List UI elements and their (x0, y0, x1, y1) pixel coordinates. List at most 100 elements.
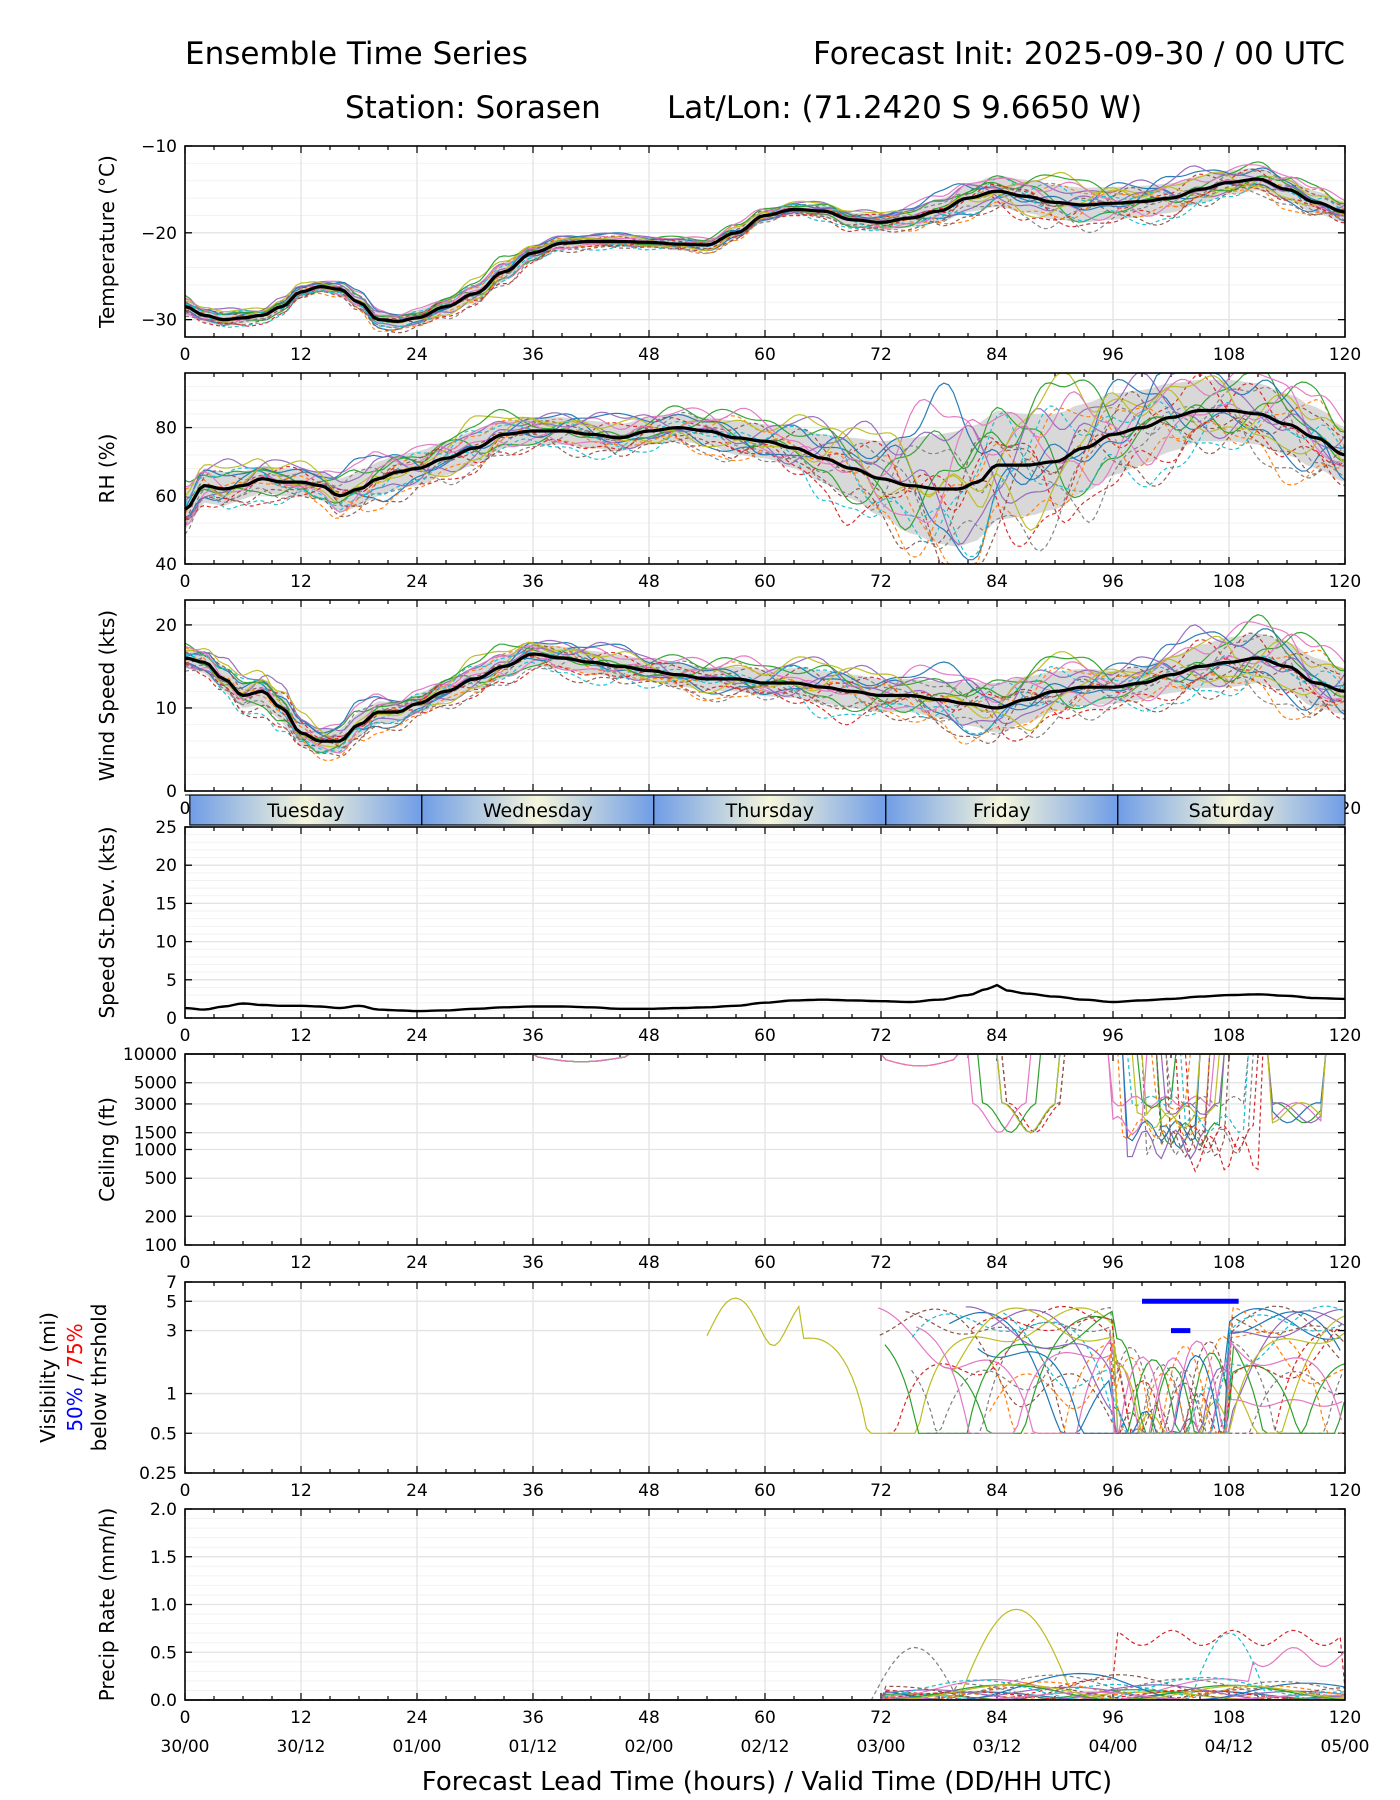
rh-xtick-label: 0 (180, 572, 191, 592)
visibility-member-line (879, 1308, 1345, 1434)
forecast-init: Forecast Init: 2025-09-30 / 00 UTC (813, 36, 1345, 72)
rh-member-line (184, 401, 1346, 543)
visibility-member-line (989, 1331, 1343, 1434)
wind_speed-ytick-label: 0 (166, 782, 177, 802)
ceiling-xtick-label: 96 (1102, 1253, 1124, 1273)
visibility-member-line (911, 1321, 1342, 1434)
precip-xtick-label: 72 (870, 1708, 892, 1728)
speed-stdev-line (184, 983, 1346, 1013)
speed_stdev-frame (184, 826, 1346, 1019)
precip-member-line (185, 1646, 1346, 1701)
ceiling-xtick-label: 72 (870, 1253, 892, 1273)
ceiling-ytick-label: 200 (145, 1207, 177, 1227)
speed_stdev-xtick-label: 96 (1102, 1026, 1124, 1046)
temperature-xtick-label: 120 (1329, 345, 1361, 365)
ceiling-xtick-label: 24 (406, 1253, 428, 1273)
ceiling-xtick-label: 12 (290, 1253, 312, 1273)
precip-member-line (185, 1676, 1346, 1701)
precip-member-line (185, 1632, 1345, 1701)
rh-member-line (184, 385, 1346, 523)
day-band-cell (421, 794, 655, 826)
ceiling-xtick-label: 108 (1213, 1253, 1245, 1273)
temperature-panel: −30 −20 −10 0 12 24 36 48 60 72 84 96 108 120 Temperat… (95, 137, 1361, 365)
temperature-member-line (184, 167, 1346, 325)
visibility-panel: 0.25 0.5 1 3 57 0 12 24 36 48 60 72 84 96 108 120 Visibi… (36, 1273, 1361, 1501)
temperature-xtick-label: 36 (522, 345, 544, 365)
rh-ytick-label: 60 (155, 487, 177, 507)
day-band-cell (189, 794, 423, 826)
visibility-ytick-label: 0.5 (150, 1424, 177, 1444)
wind_speed-member-line (184, 628, 1346, 734)
rh-xtick-label: 12 (290, 572, 312, 592)
temperature-xtick-label: 24 (406, 345, 428, 365)
visibility-xtick-label: 36 (522, 1481, 544, 1501)
precip-ytick-label: 2.0 (150, 1500, 177, 1520)
rh-panel: 40 60 80 0 12 24 36 48 60 72 84 96 108 120 RH (%) (95, 372, 1361, 592)
rh-member-line (184, 400, 1346, 558)
rh-member-line (184, 379, 1346, 531)
precip-xtick-label: 60 (754, 1708, 776, 1728)
valid-time-label: 05/00 (1321, 1737, 1370, 1757)
wind_speed-member-line (184, 639, 1346, 742)
day-band-label: Thursday (725, 800, 814, 822)
rh-ytick-label: 80 (155, 419, 177, 439)
precip-member-line (185, 1689, 1346, 1701)
ceiling-ylabel: Ceiling (ft) (95, 1097, 119, 1202)
temperature-member-line (184, 176, 1346, 322)
speed_stdev-xtick-label: 60 (754, 1026, 776, 1046)
wind_speed-member-line (184, 624, 1346, 732)
rh-mean-line (184, 408, 1346, 511)
valid-time-label: 03/00 (857, 1737, 906, 1757)
ceiling-ytick-label: 5000 (134, 1074, 177, 1094)
valid-time-labels: 30/00 30/12 01/00 01/12 02/00 02/12 03/00 03/12… (161, 1737, 1370, 1757)
precip-member-line (185, 1690, 1346, 1701)
precip-member-line (185, 1629, 1346, 1701)
precip-ytick-label: 0.5 (150, 1643, 177, 1663)
wind-speed-panel: 0102001224364860728496108120Wind Speed (… (95, 599, 1361, 819)
ceiling-xtick-label: 0 (180, 1253, 191, 1273)
visibility-ylabel-threshold: 50% / 75% (63, 1323, 87, 1431)
ceiling-ytick-label: 1500 (134, 1124, 177, 1144)
visibility-xtick-label: 96 (1102, 1481, 1124, 1501)
temperature-xtick-label: 48 (638, 345, 660, 365)
visibility-member-line (1002, 1312, 1342, 1434)
visibility-xtick-label: 84 (986, 1481, 1008, 1501)
rh-member-line (184, 372, 1346, 518)
station-name: Station: Sorasen (345, 90, 601, 126)
ceiling-xtick-label: 120 (1329, 1253, 1361, 1273)
visibility-xtick-label: 60 (754, 1481, 776, 1501)
valid-time-label: 02/00 (625, 1737, 674, 1757)
precip-member-line (185, 1674, 1346, 1701)
valid-time-label: 03/12 (973, 1737, 1022, 1757)
speed_stdev-xtick-label: 0 (180, 1026, 191, 1046)
wind_speed-ytick-label: 10 (155, 699, 177, 719)
ceiling-ytick-label: 100 (145, 1236, 177, 1256)
visibility-xtick-label: 12 (290, 1481, 312, 1501)
day-band-label: Saturday (1189, 800, 1275, 822)
rh-frame (184, 372, 1346, 565)
speed_stdev-ylabel: Speed St.Dev. (kts) (95, 826, 119, 1018)
precip-ytick-label: 0.0 (150, 1691, 177, 1711)
visibility-ytick-label: 5 (166, 1292, 177, 1312)
ceiling-ytick-label: 3000 (134, 1095, 177, 1115)
ceiling-ytick-label: 500 (145, 1169, 177, 1189)
wind_speed-frame (184, 599, 1346, 792)
day-band-label: Tuesday (266, 800, 344, 822)
temperature-xtick-label: 108 (1213, 345, 1245, 365)
visibility-xtick-label: 48 (638, 1481, 660, 1501)
temperature-mean-line (184, 177, 1346, 324)
rh-xtick-label: 96 (1102, 572, 1124, 592)
speed_stdev-ytick-label: 0 (166, 1009, 177, 1029)
precip-xtick-label: 84 (986, 1708, 1008, 1728)
wind_speed-member-line (184, 633, 1346, 754)
visibility-frame (184, 1281, 1346, 1474)
ceiling-xtick-label: 36 (522, 1253, 544, 1273)
precip-xtick-label: 36 (522, 1708, 544, 1728)
speed_stdev-ytick-label: 25 (155, 818, 177, 838)
temperature-frame (184, 145, 1346, 338)
ceiling-ytick-label: 10000 (123, 1045, 177, 1065)
rh-member-line (184, 404, 1346, 552)
visibility-xtick-label: 108 (1213, 1481, 1245, 1501)
